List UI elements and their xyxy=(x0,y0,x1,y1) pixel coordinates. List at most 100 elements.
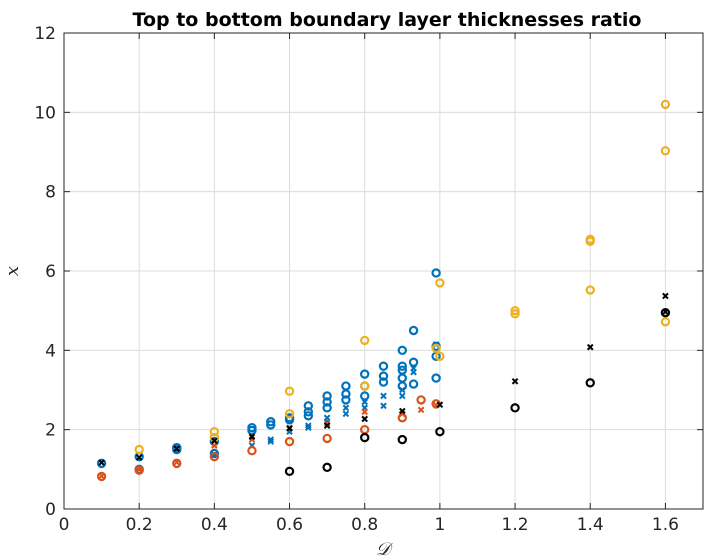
x-tick-label: 1 xyxy=(434,515,445,535)
orange-cross-point xyxy=(135,466,143,473)
blue-circle-point xyxy=(408,325,419,336)
black-circle-point xyxy=(322,462,332,473)
yellow-circle-point xyxy=(660,317,671,327)
black-circle-point xyxy=(397,434,407,445)
black-cross-point xyxy=(323,422,331,430)
x-tick-label: 1.2 xyxy=(502,515,529,535)
yellow-circle-point xyxy=(431,343,441,354)
blue-circle-point xyxy=(266,420,276,430)
yellow-circle-point xyxy=(660,99,671,110)
blue-circle-point xyxy=(96,458,107,469)
black-cross-point xyxy=(211,437,218,445)
yellow-circle-point xyxy=(435,351,445,361)
black-cross-point xyxy=(248,433,256,441)
blue-cross-point xyxy=(342,410,350,418)
blue-circle-point xyxy=(322,397,332,407)
yellow-circle-point xyxy=(585,236,595,246)
plot-frame xyxy=(63,32,704,510)
yellow-circle-point xyxy=(510,309,520,319)
black-circle-point xyxy=(284,466,295,477)
y-tick-label: 12 xyxy=(34,24,56,44)
blue-circle-point xyxy=(172,444,182,455)
black-cross-point xyxy=(662,292,669,300)
orange-circle-point xyxy=(172,458,182,469)
blue-circle-point xyxy=(378,377,389,387)
black-cross-point xyxy=(361,415,369,423)
y-tick-label: 2 xyxy=(45,421,56,441)
x-tick-label: 1.6 xyxy=(652,515,679,535)
black-cross-point xyxy=(135,454,143,461)
orange-circle-point xyxy=(416,395,426,405)
orange-circle-point xyxy=(247,445,257,456)
black-cross-point xyxy=(436,401,444,408)
y-tick-label: 0 xyxy=(45,500,56,520)
orange-cross-point xyxy=(417,406,425,414)
blue-circle-point xyxy=(341,381,351,391)
blue-cross-point xyxy=(398,392,406,400)
blue-circle-point xyxy=(322,403,332,413)
yellow-circle-point xyxy=(435,278,445,288)
blue-circle-point xyxy=(397,361,407,371)
black-cross-point xyxy=(511,377,519,385)
orange-circle-point xyxy=(322,433,332,444)
black-circle-point xyxy=(360,432,370,443)
blue-circle-point xyxy=(209,448,220,459)
blue-circle-point xyxy=(303,407,314,417)
blue-circle-point xyxy=(408,379,419,389)
orange-cross-point xyxy=(173,458,181,466)
x-tick-label: 1.4 xyxy=(577,515,604,535)
blue-cross-point xyxy=(361,398,369,406)
black-cross-point xyxy=(586,343,594,351)
x-tick-label: 0.8 xyxy=(351,515,378,535)
black-circle-point xyxy=(435,426,445,437)
blue-circle-point xyxy=(378,361,389,371)
blue-circle-point xyxy=(247,425,257,436)
y-tick-label: 8 xyxy=(45,183,56,203)
blue-circle-point xyxy=(431,268,441,278)
blue-cross-point xyxy=(305,424,312,431)
blue-cross-point xyxy=(267,436,275,443)
orange-circle-point xyxy=(284,436,295,447)
blue-cross-point xyxy=(342,404,350,412)
blue-circle-point xyxy=(284,415,295,425)
black-cross-point xyxy=(662,308,669,316)
blue-circle-point xyxy=(431,373,441,383)
blue-circle-point xyxy=(341,389,351,399)
yellow-circle-point xyxy=(360,335,370,346)
blue-circle-point xyxy=(322,391,332,401)
orange-circle-point xyxy=(96,471,107,482)
y-tick-label: 6 xyxy=(45,262,56,282)
blue-circle-point xyxy=(378,371,389,381)
blue-circle-point xyxy=(360,391,370,401)
y-tick-label: 4 xyxy=(45,341,56,361)
chart-title: Top to bottom boundary layer thicknesses… xyxy=(133,9,642,31)
blue-circle-point xyxy=(360,369,370,379)
blue-circle-point xyxy=(303,411,314,421)
orange-cross-point xyxy=(323,420,331,428)
black-cross-point xyxy=(398,407,406,415)
x-tick-label: 0 xyxy=(59,515,70,535)
blue-cross-point xyxy=(267,438,275,445)
black-cross-point xyxy=(173,445,181,453)
blue-circle-point xyxy=(397,373,407,383)
yellow-circle-point xyxy=(284,386,295,396)
yellow-circle-point xyxy=(585,285,595,295)
blue-circle-point xyxy=(397,345,407,356)
x-tick-label: 0.4 xyxy=(201,515,228,535)
blue-cross-point xyxy=(380,392,387,400)
blue-circle-point xyxy=(341,395,351,405)
yellow-circle-point xyxy=(510,305,520,316)
blue-cross-point xyxy=(305,422,312,430)
x-tick-label: 0.2 xyxy=(126,515,153,535)
data-points xyxy=(96,99,671,482)
blue-circle-point xyxy=(408,357,419,367)
yellow-circle-point xyxy=(360,381,370,391)
yellow-circle-point xyxy=(134,444,144,455)
black-circle-point xyxy=(510,403,520,413)
orange-circle-point xyxy=(209,451,220,462)
orange-cross-point xyxy=(98,472,105,480)
blue-cross-point xyxy=(410,368,417,376)
orange-circle-point xyxy=(134,465,144,475)
yellow-circle-point xyxy=(284,409,295,419)
